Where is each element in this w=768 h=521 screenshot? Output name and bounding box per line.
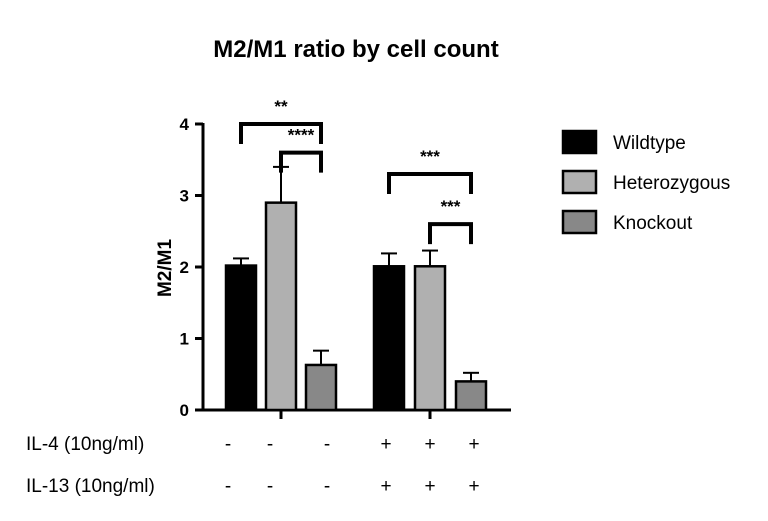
significance-bracket xyxy=(239,122,323,144)
significance-bracket xyxy=(387,172,473,195)
condition-label: IL-13 (10ng/ml) xyxy=(26,476,155,497)
legend-label: Knockout xyxy=(613,213,693,234)
legend-swatch-wildtype xyxy=(561,129,598,155)
significance-label: *** xyxy=(441,197,461,216)
condition-minus: - xyxy=(225,476,231,497)
legend-label: Wildtype xyxy=(613,133,686,154)
y-tick-label: 3 xyxy=(180,187,189,206)
bar-wildtype xyxy=(372,265,406,412)
condition-label: IL-4 (10ng/ml) xyxy=(26,434,144,455)
condition-minus: - xyxy=(324,476,330,497)
bar-wildtype xyxy=(224,264,258,412)
y-axis-label: M2/M1 xyxy=(155,239,176,298)
significance-label: *** xyxy=(420,147,440,166)
significance-brackets: ************ xyxy=(239,97,473,245)
y-tick-label: 4 xyxy=(180,115,190,134)
condition-plus: + xyxy=(380,476,391,497)
bar-knockout xyxy=(304,363,338,412)
significance-bracket xyxy=(428,222,473,245)
bar-heterozygous xyxy=(264,201,298,412)
condition-table: IL-4 (10ng/ml) - - - + + + IL-13 (10ng/ml) - - - + +… xyxy=(26,434,480,497)
condition-minus: - xyxy=(267,476,273,497)
significance-label: **** xyxy=(288,126,315,145)
condition-plus: + xyxy=(424,476,435,497)
condition-plus: + xyxy=(424,434,435,455)
condition-minus: - xyxy=(267,434,273,455)
legend-swatch-heterozygous xyxy=(561,169,598,195)
y-tick-label: 1 xyxy=(180,330,189,349)
y-tick-label: 0 xyxy=(180,401,189,420)
condition-plus: + xyxy=(380,434,391,455)
condition-plus: + xyxy=(468,476,479,497)
chart-title: M2/M1 ratio by cell count xyxy=(213,36,498,63)
significance-label: ** xyxy=(274,97,288,116)
legend: Wildtype Heterozygous Knockout xyxy=(561,129,730,235)
bar-heterozygous xyxy=(413,265,447,412)
condition-minus: - xyxy=(324,434,330,455)
significance-bracket xyxy=(279,150,323,173)
bar-knockout xyxy=(454,380,488,412)
legend-label: Heterozygous xyxy=(613,173,730,194)
y-tick-label: 2 xyxy=(180,258,189,277)
legend-swatch-knockout xyxy=(561,209,598,235)
condition-minus: - xyxy=(225,434,231,455)
condition-plus: + xyxy=(468,434,479,455)
